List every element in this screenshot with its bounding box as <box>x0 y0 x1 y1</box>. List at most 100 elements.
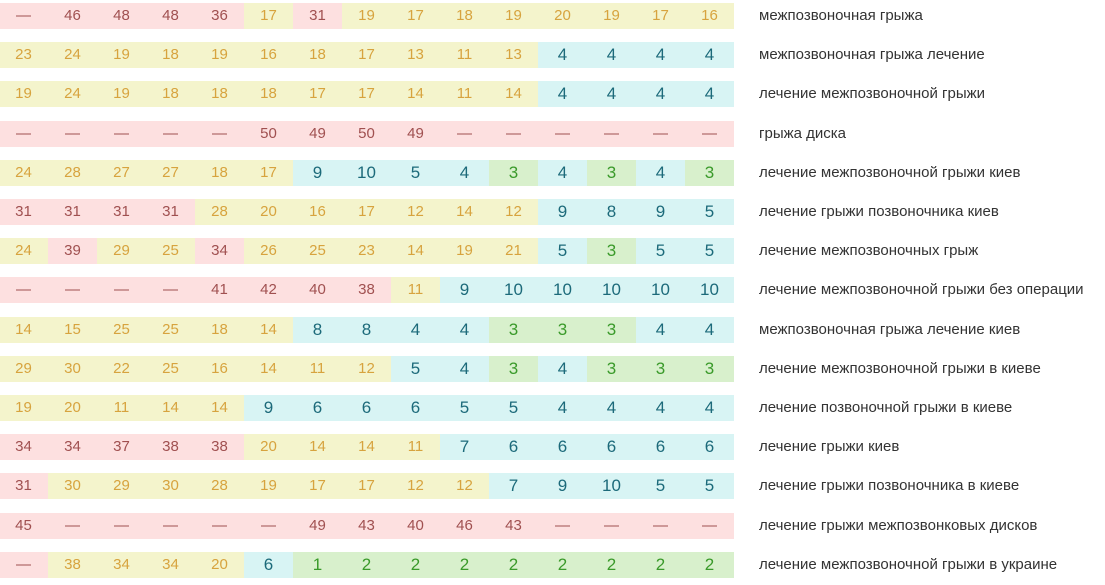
position-cell: 31 <box>97 199 146 225</box>
position-cell: 5 <box>685 473 734 500</box>
table-row: 34 34 37 38 38 20 14 14 11 7 6 6 6 6 6 лечение грыжи ки… <box>0 434 1105 461</box>
keyword-label: межпозвоночная грыжа лечение киев <box>759 320 1021 338</box>
position-cell: 6 <box>293 395 342 421</box>
position-cell: 4 <box>538 395 587 421</box>
table-row: —46 48 48 36 17 31 19 17 18 19 20 19 17 16 межпозвоноч… <box>0 3 1105 29</box>
position-cell: 4 <box>636 81 685 108</box>
position-cell: — <box>48 277 97 304</box>
position-cell: 14 <box>195 395 244 421</box>
position-cell: — <box>587 512 636 539</box>
keyword-label: лечение грыжи киев <box>759 438 900 456</box>
position-cell: 14 <box>489 81 538 108</box>
position-cell: 18 <box>195 81 244 108</box>
keyword-label: лечение межпозвоночной грыжи без операци… <box>759 281 1084 299</box>
position-cell: 10 <box>587 473 636 500</box>
position-cell: — <box>636 120 685 147</box>
position-cell: 24 <box>48 81 97 108</box>
position-cell: 21 <box>489 238 538 265</box>
position-cell: 24 <box>0 159 48 186</box>
position-cell: 2 <box>342 551 391 578</box>
position-cell: 8 <box>342 316 391 343</box>
position-cell: 2 <box>391 551 440 578</box>
position-cell: 4 <box>538 355 587 382</box>
position-cell: 18 <box>195 316 244 343</box>
table-row: —38 34 34 20 6 1 2 2 2 2 2 2 2 2 лечение межпозвоночно… <box>0 551 1105 578</box>
position-cell: 2 <box>685 551 734 578</box>
position-cell: 39 <box>48 238 97 265</box>
position-cell: 11 <box>440 42 489 69</box>
position-cell: 4 <box>440 355 489 382</box>
position-cell: 17 <box>244 159 293 186</box>
position-cell: 18 <box>146 42 195 69</box>
position-cell: 13 <box>391 42 440 69</box>
position-cell: 31 <box>293 3 342 29</box>
position-cell: 17 <box>342 199 391 225</box>
position-cell: 24 <box>48 42 97 69</box>
position-cell: 18 <box>440 3 489 29</box>
position-cell: 22 <box>97 355 146 382</box>
position-cell: 31 <box>146 199 195 225</box>
position-cell: 17 <box>293 81 342 108</box>
position-cell: 6 <box>538 434 587 461</box>
position-cell: 19 <box>97 42 146 69</box>
position-cell: 19 <box>244 473 293 500</box>
table-row: — — — — —50 49 50 49— — — — — — грыжа диска <box>0 120 1105 147</box>
keyword-label: лечение межпозвоночных грыж <box>759 242 979 260</box>
position-cell: 3 <box>489 316 538 343</box>
position-cell: 26 <box>244 238 293 265</box>
position-cell: 9 <box>244 395 293 421</box>
position-cell: 7 <box>489 473 538 500</box>
position-cell: 34 <box>146 551 195 578</box>
position-cell: 2 <box>636 551 685 578</box>
position-cell: 43 <box>489 512 538 539</box>
table-row: 31 31 31 31 28 20 16 17 12 14 12 9 8 9 5 лечение грыжи … <box>0 199 1105 225</box>
position-cell: 2 <box>489 551 538 578</box>
position-cell: 6 <box>244 551 293 578</box>
position-cell: 19 <box>195 42 244 69</box>
position-cell: 3 <box>587 238 636 265</box>
table-row: 23 24 19 18 19 16 18 17 13 11 13 4 4 4 4 межпозвоночная… <box>0 42 1105 69</box>
position-cell: 20 <box>48 395 97 421</box>
position-cell: 19 <box>489 3 538 29</box>
position-cell: — <box>0 277 48 304</box>
position-cell: — <box>440 120 489 147</box>
table-row: 29 30 22 25 16 14 11 12 5 4 3 4 3 3 3 лечение межпозвон… <box>0 355 1105 382</box>
position-cell: 38 <box>48 551 97 578</box>
position-cell: 12 <box>391 473 440 500</box>
position-cell: 5 <box>636 238 685 265</box>
position-cell: 24 <box>0 238 48 265</box>
position-cell: 3 <box>685 159 734 186</box>
position-cell: 17 <box>244 3 293 29</box>
position-cell: 4 <box>685 316 734 343</box>
position-cell: 4 <box>636 42 685 69</box>
position-cell: 25 <box>293 238 342 265</box>
position-cell: — <box>97 512 146 539</box>
position-cell: — <box>48 120 97 147</box>
position-cell: 31 <box>0 199 48 225</box>
position-cell: 30 <box>48 473 97 500</box>
position-cell: 14 <box>440 199 489 225</box>
position-cell: 3 <box>587 316 636 343</box>
position-cell: 10 <box>342 159 391 186</box>
position-cell: 25 <box>97 316 146 343</box>
position-cell: 25 <box>146 238 195 265</box>
position-cell: 42 <box>244 277 293 304</box>
position-cell: — <box>97 120 146 147</box>
position-cell: 19 <box>97 81 146 108</box>
position-cell: 19 <box>342 3 391 29</box>
position-cell: 19 <box>440 238 489 265</box>
position-cell: 28 <box>195 199 244 225</box>
position-cell: 10 <box>587 277 636 304</box>
position-cell: — <box>685 120 734 147</box>
position-cell: 9 <box>538 199 587 225</box>
position-cell: 4 <box>685 81 734 108</box>
position-cell: 31 <box>48 199 97 225</box>
table-row: 24 39 29 25 34 26 25 23 14 19 21 5 3 5 5 лечение межпоз… <box>0 238 1105 265</box>
position-cell: 49 <box>293 512 342 539</box>
keyword-label: лечение грыжи позвоночника киев <box>759 203 999 220</box>
keyword-label: лечение межпозвоночной грыжи <box>759 85 986 103</box>
position-cell: 4 <box>685 395 734 421</box>
position-cell: 12 <box>342 355 391 382</box>
position-cell: 19 <box>0 81 48 108</box>
position-cell: — <box>0 3 48 29</box>
